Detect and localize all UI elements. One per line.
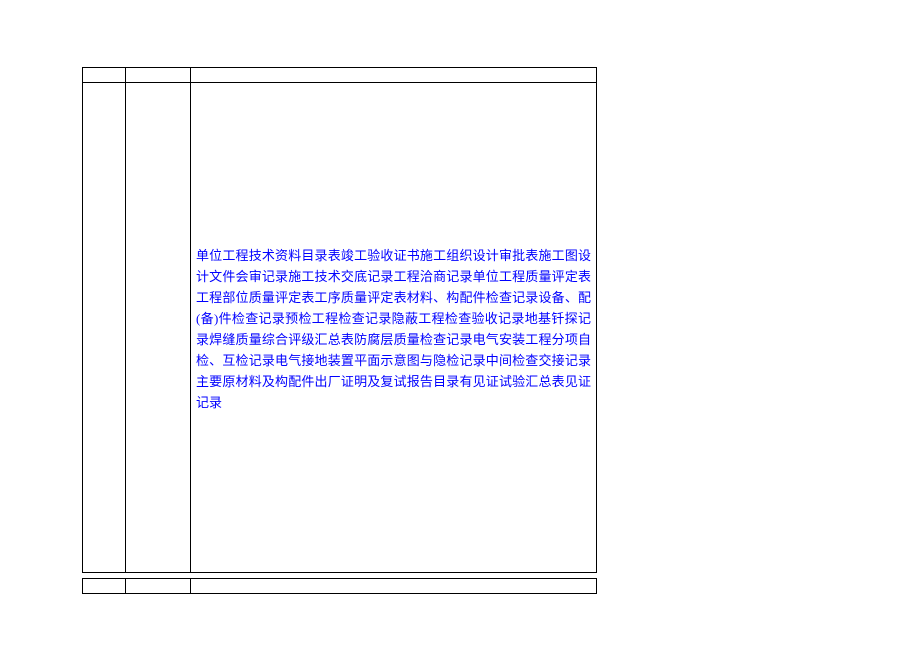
main-table: 单位工程技术资料目录表竣工验收证书施工组织设计审批表施工图设计文件会审记录施工技… — [82, 67, 597, 573]
header-cell-3 — [191, 68, 597, 83]
second-table-row — [83, 579, 597, 594]
document-text: 单位工程技术资料目录表竣工验收证书施工组织设计审批表施工图设计文件会审记录施工技… — [196, 245, 591, 413]
content-cell-1 — [83, 83, 126, 573]
tables-container: 单位工程技术资料目录表竣工验收证书施工组织设计审批表施工图设计文件会审记录施工技… — [82, 67, 597, 594]
second-cell-1 — [83, 579, 126, 594]
content-cell-2 — [126, 83, 191, 573]
second-cell-3 — [191, 579, 597, 594]
header-cell-1 — [83, 68, 126, 83]
header-row — [83, 68, 597, 83]
content-row: 单位工程技术资料目录表竣工验收证书施工组织设计审批表施工图设计文件会审记录施工技… — [83, 83, 597, 573]
header-cell-2 — [126, 68, 191, 83]
second-table — [82, 578, 597, 594]
second-cell-2 — [126, 579, 191, 594]
content-cell-3: 单位工程技术资料目录表竣工验收证书施工组织设计审批表施工图设计文件会审记录施工技… — [191, 83, 597, 573]
